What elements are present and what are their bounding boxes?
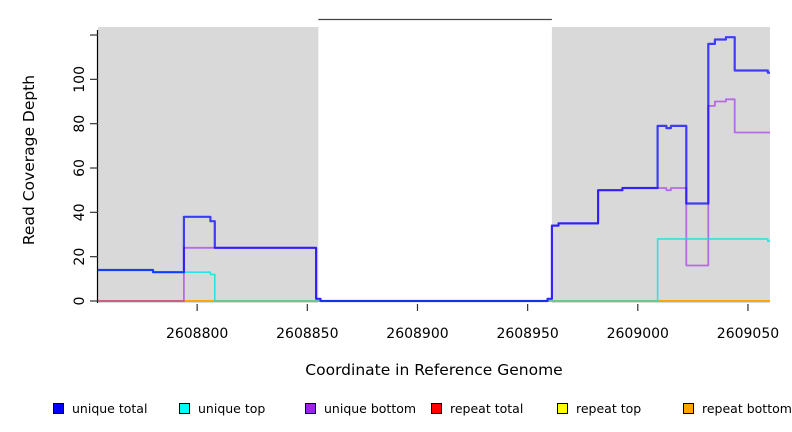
repeat-total-swatch-icon [431,402,442,414]
legend-label: repeat total [450,400,524,416]
svg-text:100: 100 [72,66,88,93]
chart-legend: unique total unique top unique bottom re… [53,400,792,418]
x-axis-title: Coordinate in Reference Genome [305,361,562,379]
svg-text:2608950: 2608950 [496,326,558,342]
unique-top-swatch-icon [179,402,190,414]
y-axis-title: Read Coverage Depth [20,75,38,245]
legend-item-repeat-total: repeat total [431,400,523,416]
svg-text:2608800: 2608800 [166,326,228,342]
legend-item-unique-total: unique total [53,400,147,416]
legend-label: unique top [198,400,266,416]
svg-text:2609050: 2609050 [717,326,779,342]
repeat-bottom-swatch-icon [683,402,694,414]
svg-text:60: 60 [72,159,88,177]
legend-item-repeat-bottom: repeat bottom [683,400,792,416]
legend-label: unique total [72,400,148,416]
svg-text:2608850: 2608850 [276,326,338,342]
unique-total-swatch-icon [53,402,64,414]
legend-item-repeat-top: repeat top [557,400,641,416]
legend-label: repeat bottom [702,400,792,416]
legend-item-unique-top: unique top [179,400,265,416]
svg-text:2609000: 2609000 [607,326,669,342]
legend-label: repeat top [576,400,642,416]
svg-text:2608900: 2608900 [386,326,448,342]
legend-label: unique bottom [324,400,417,416]
svg-text:0: 0 [72,297,88,306]
svg-text:40: 40 [72,203,88,221]
svg-text:20: 20 [72,248,88,266]
legend-item-unique-bottom: unique bottom [305,400,416,416]
repeat-top-swatch-icon [557,402,568,414]
svg-text:80: 80 [72,115,88,133]
unique-bottom-swatch-icon [305,402,316,414]
